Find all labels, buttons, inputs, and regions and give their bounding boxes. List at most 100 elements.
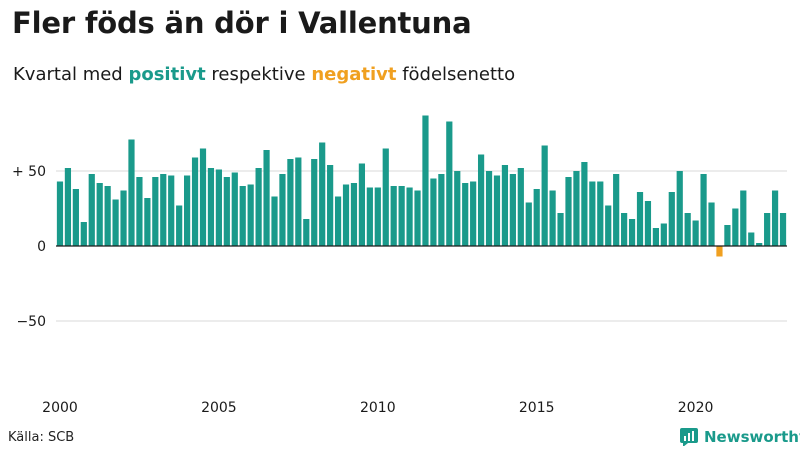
bar-positive [319, 142, 326, 246]
bar-positive [652, 228, 659, 246]
bar-positive [517, 168, 524, 246]
bar-positive [581, 162, 588, 246]
bar-positive [382, 148, 389, 246]
bar-positive [199, 148, 207, 246]
bar-positive [80, 222, 87, 246]
bar-positive [168, 175, 175, 246]
bar-positive [231, 172, 238, 246]
bar-positive [565, 177, 572, 246]
bar-positive [406, 187, 413, 246]
bar-positive [327, 165, 334, 246]
bar-positive [334, 196, 342, 246]
bar-positive [732, 208, 739, 246]
bar-positive [247, 184, 254, 246]
bar-positive [128, 139, 135, 246]
bar-positive [628, 219, 636, 246]
bar-positive [668, 192, 675, 246]
bar-positive [613, 174, 620, 246]
bar-positive [589, 181, 596, 246]
bar-positive [764, 213, 771, 246]
bar-positive [120, 190, 127, 246]
bar-positive [740, 190, 747, 246]
bar-positive [152, 177, 159, 246]
subtitle-prefix: Kvartal med [13, 64, 129, 85]
bar-positive [358, 163, 366, 246]
bar-positive [454, 171, 461, 246]
bar-positive [438, 174, 445, 246]
bar-positive [263, 150, 270, 246]
bar-positive [676, 171, 683, 246]
bar-positive [112, 199, 119, 246]
bar-positive [255, 168, 262, 246]
x-tick-label: 2010 [360, 400, 396, 416]
bar-positive [239, 186, 246, 246]
bar-positive [350, 183, 358, 246]
bar-positive [207, 168, 215, 246]
bar-positive [64, 168, 72, 246]
bar-positive [549, 190, 556, 246]
x-tick-label: 2015 [519, 400, 555, 416]
bar-positive [533, 189, 540, 246]
bar-positive [501, 165, 509, 246]
bar-positive [771, 190, 779, 246]
bar-positive [311, 159, 318, 246]
bar-positive [597, 181, 604, 246]
bar-positive [223, 177, 230, 246]
y-tick-label: −50 [16, 314, 46, 330]
bar-positive [295, 157, 302, 246]
subtitle-negative-word: negativt [311, 64, 397, 85]
bar-positive [541, 145, 548, 246]
bar-negative [716, 246, 723, 257]
subtitle-suffix: födelsenetto [396, 64, 516, 85]
bar-positive [366, 187, 373, 246]
bar-positive [215, 169, 222, 246]
bar-positive [271, 196, 278, 246]
bar-positive [88, 174, 95, 246]
y-tick-label: + 50 [12, 164, 46, 180]
bar-positive [414, 190, 421, 246]
bar-positive [287, 159, 294, 246]
bar-positive [470, 181, 477, 246]
bar-positive [660, 223, 667, 246]
bar-positive [462, 183, 469, 246]
bar-positive [573, 171, 580, 246]
bar-positive [160, 174, 167, 246]
x-tick-label: 2000 [42, 400, 78, 416]
subtitle-middle: respektive [205, 64, 312, 85]
bar-positive [708, 202, 715, 246]
bar-positive [779, 213, 787, 246]
bar-positive [724, 225, 731, 246]
bar-positive [390, 186, 397, 246]
bar-positive [621, 213, 628, 246]
bar-positive [477, 154, 485, 246]
bar-positive [136, 177, 143, 246]
bar-positive [557, 213, 564, 246]
bar-positive [342, 184, 350, 246]
y-tick-label: 0 [37, 239, 46, 255]
bar-positive [191, 157, 199, 246]
bar-positive [493, 175, 501, 246]
bar-positive [485, 171, 493, 246]
brand-name: Newsworthy [704, 428, 800, 446]
chart-subtitle: Kvartal med positivt respektive negativt… [13, 64, 515, 85]
bar-positive [748, 232, 755, 246]
bar-positive [644, 201, 652, 246]
x-tick-label: 2020 [678, 400, 714, 416]
bar-positive [509, 174, 516, 246]
bar-positive [525, 202, 532, 246]
bar-positive [684, 213, 691, 246]
bar-positive [176, 205, 183, 246]
newsworthy-logo-icon [680, 428, 698, 446]
bar-positive [104, 186, 111, 246]
bar-positive [692, 220, 699, 246]
bar-positive [430, 178, 437, 246]
bar-positive [374, 187, 381, 246]
source-note: Källa: SCB [8, 430, 75, 445]
subtitle-positive-word: positivt [128, 64, 206, 85]
bar-positive [279, 174, 286, 246]
bar-positive [700, 174, 707, 246]
bar-positive [184, 175, 191, 246]
bar-positive [56, 181, 64, 246]
x-tick-label: 2005 [201, 400, 237, 416]
bar-positive [422, 115, 429, 246]
